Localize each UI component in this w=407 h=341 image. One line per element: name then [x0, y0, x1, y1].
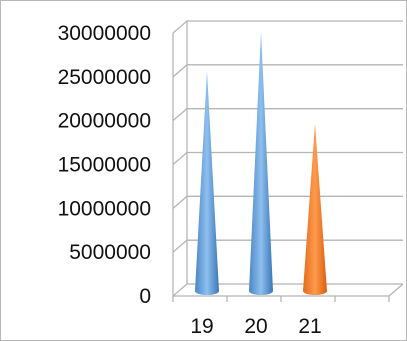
y-tick-label-5: 25000000 [58, 66, 151, 89]
x-tick-label-20: 20 [244, 315, 267, 338]
floor-right-edge [388, 283, 404, 297]
bar-19 [195, 70, 219, 295]
x-tick-label-19: 19 [190, 315, 213, 338]
y-tick-label-1: 5000000 [69, 241, 151, 264]
x-tick-label-21: 21 [298, 315, 321, 338]
bars [195, 31, 327, 296]
y-tick-label-6: 30000000 [58, 22, 151, 45]
y-axis-ticks: 0 5000000 10000000 15000000 20000000 25000000… [58, 22, 151, 308]
axes [172, 21, 404, 302]
gridline-6 [172, 20, 403, 34]
bar-20 [249, 31, 273, 296]
gridline-5 [172, 64, 403, 78]
y-tick-label-3: 15000000 [58, 154, 151, 177]
x-axis-ticks: 19 20 21 [190, 315, 321, 338]
y-tick-label-2: 10000000 [58, 197, 151, 220]
bar-21 [303, 123, 327, 295]
y-tick-label-4: 20000000 [58, 110, 151, 133]
y-tick-label-0: 0 [139, 285, 151, 308]
